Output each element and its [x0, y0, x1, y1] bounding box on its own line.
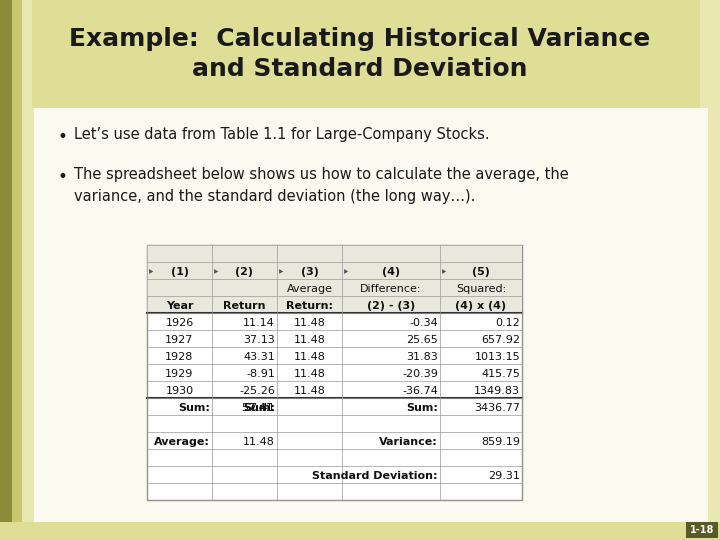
Text: 1-18: 1-18 [690, 525, 714, 535]
Text: 0.12: 0.12 [495, 318, 520, 328]
Text: (2): (2) [235, 267, 253, 276]
Bar [0, 0, 22, 22]
Text: Average:: Average: [154, 437, 210, 447]
Bar [12, 108, 22, 540]
Text: 31.83: 31.83 [406, 352, 438, 362]
Bar [708, 108, 720, 540]
Text: Average: Average [287, 284, 333, 294]
Text: Example:  Calculating Historical Variance
and Standard Deviation: Example: Calculating Historical Variance… [69, 26, 651, 82]
Text: 29.31: 29.31 [488, 471, 520, 481]
Text: -20.39: -20.39 [402, 369, 438, 379]
Text: 11.48: 11.48 [294, 318, 325, 328]
Bar [147, 245, 522, 313]
Text: Sum:: Sum: [406, 403, 438, 413]
Bar [686, 522, 718, 538]
Bar [0, 0, 12, 108]
Text: Variance:: Variance: [379, 437, 438, 447]
Text: Standard Deviation:: Standard Deviation: [312, 471, 438, 481]
Text: 657.92: 657.92 [481, 335, 520, 345]
Text: 25.65: 25.65 [406, 335, 438, 345]
Text: 37.13: 37.13 [243, 335, 275, 345]
Text: 415.75: 415.75 [481, 369, 520, 379]
Text: 11.48: 11.48 [294, 352, 325, 362]
Text: 11.14: 11.14 [243, 318, 275, 328]
Text: (3): (3) [300, 267, 318, 276]
Text: The spreadsheet below shows us how to calculate the average, the
variance, and t: The spreadsheet below shows us how to ca… [74, 167, 569, 204]
Text: -0.34: -0.34 [409, 318, 438, 328]
Text: Difference:: Difference: [360, 284, 422, 294]
Bar [12, 0, 22, 108]
Bar [147, 245, 522, 500]
Text: 11.48: 11.48 [294, 386, 325, 396]
Bar [0, 0, 720, 108]
Bar [34, 108, 708, 522]
Text: 11.48: 11.48 [243, 437, 275, 447]
Text: (5): (5) [472, 267, 490, 276]
Bar [700, 0, 720, 108]
Text: 57.41: 57.41 [243, 403, 275, 413]
Bar [22, 0, 32, 108]
Text: 1927: 1927 [166, 335, 194, 345]
Text: -36.74: -36.74 [402, 386, 438, 396]
Text: Let’s use data from Table 1.1 for Large-Company Stocks.: Let’s use data from Table 1.1 for Large-… [74, 127, 490, 142]
Text: •: • [58, 168, 68, 186]
Text: 43.31: 43.31 [243, 352, 275, 362]
Bar [0, 522, 720, 540]
Text: (1): (1) [171, 267, 189, 276]
Text: Squared:: Squared: [456, 284, 506, 294]
Text: 1928: 1928 [166, 352, 194, 362]
Text: 57.41: 57.41 [241, 403, 273, 413]
Text: 1930: 1930 [166, 386, 194, 396]
Text: 1013.15: 1013.15 [474, 352, 520, 362]
Text: (4): (4) [382, 267, 400, 276]
Text: -8.91: -8.91 [246, 369, 275, 379]
Text: Sum:: Sum: [178, 403, 210, 413]
Bar [0, 108, 12, 540]
Text: 3436.77: 3436.77 [474, 403, 520, 413]
Text: (4) x (4): (4) x (4) [456, 301, 507, 310]
Text: •: • [58, 128, 68, 146]
Text: Return:: Return: [286, 301, 333, 310]
Bar [22, 108, 34, 540]
Text: Sum:: Sum: [243, 403, 275, 413]
Text: Return: Return [223, 301, 266, 310]
Text: (2) - (3): (2) - (3) [367, 301, 415, 310]
Text: 1929: 1929 [166, 369, 194, 379]
Text: 1349.83: 1349.83 [474, 386, 520, 396]
Text: Year: Year [166, 301, 193, 310]
Text: 11.48: 11.48 [294, 335, 325, 345]
Text: 11.48: 11.48 [294, 369, 325, 379]
Text: 859.19: 859.19 [481, 437, 520, 447]
Text: -25.26: -25.26 [239, 386, 275, 396]
Text: 1926: 1926 [166, 318, 194, 328]
